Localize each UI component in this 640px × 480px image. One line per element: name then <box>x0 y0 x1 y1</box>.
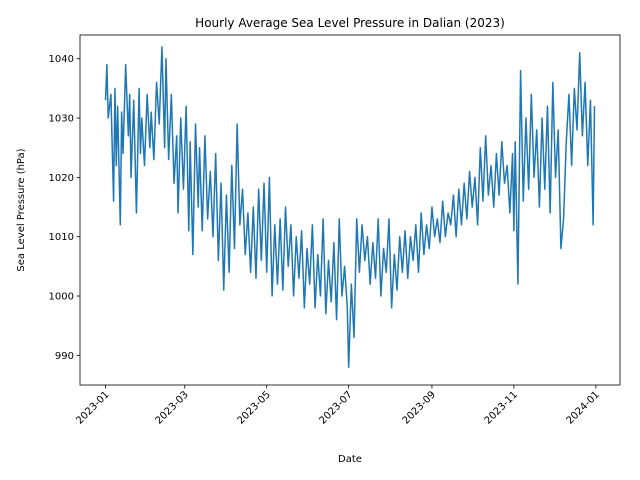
y-axis: 990 1000 1010 1020 1030 1040 <box>49 54 80 362</box>
x-axis-label: Date <box>338 454 362 465</box>
y-axis-label: Sea Level Pressure (hPa) <box>16 148 27 271</box>
y-tick-label: 1000 <box>49 292 74 303</box>
y-tick-label: 1040 <box>49 54 74 65</box>
y-tick-label: 990 <box>55 351 74 362</box>
axes-frame <box>79 34 621 386</box>
series-line <box>104 46 596 368</box>
y-tick-label: 1010 <box>49 232 74 243</box>
chart-title: Hourly Average Sea Level Pressure in Dal… <box>195 16 505 30</box>
y-tick-label: 1020 <box>49 173 74 184</box>
y-tick-label: 1030 <box>49 114 74 125</box>
plot-area <box>104 46 596 368</box>
